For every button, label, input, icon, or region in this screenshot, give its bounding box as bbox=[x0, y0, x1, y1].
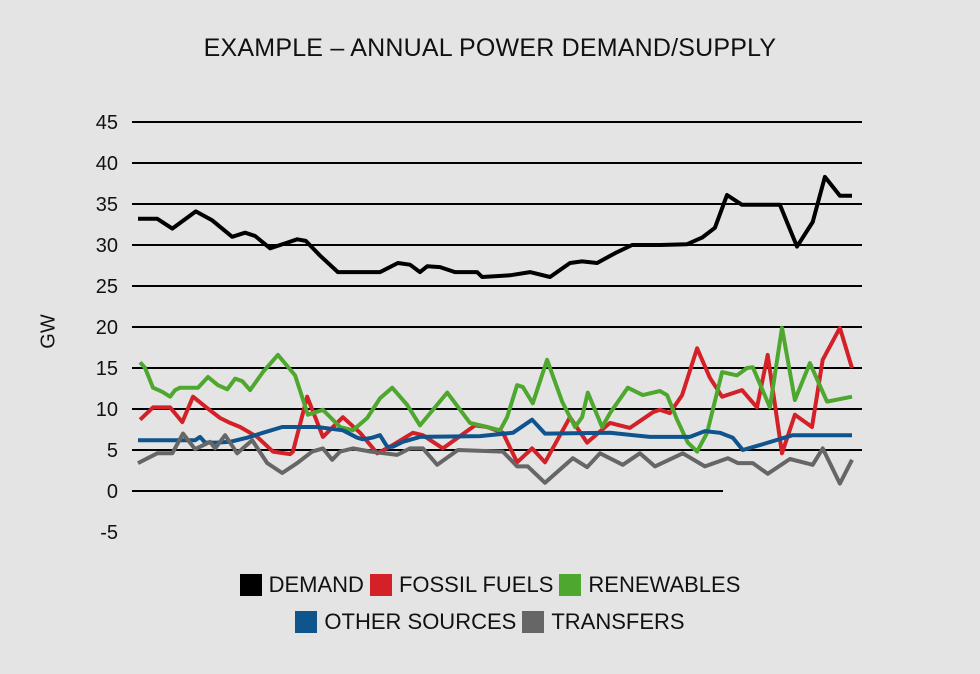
legend-swatch bbox=[295, 611, 318, 633]
legend-label: TRANSFERS bbox=[551, 609, 685, 634]
legend-label: RENEWABLES bbox=[588, 572, 741, 597]
y-tick-label: 25 bbox=[96, 276, 118, 298]
y-tick-label: 15 bbox=[96, 358, 118, 380]
y-tick-label: 20 bbox=[96, 317, 118, 339]
series-line-transfers bbox=[137, 431, 854, 486]
legend-swatch bbox=[239, 574, 262, 596]
legend-swatch bbox=[559, 574, 582, 596]
y-tick-label: 10 bbox=[96, 399, 118, 421]
legend-label: DEMAND bbox=[268, 572, 364, 597]
series-line-other-sources bbox=[138, 417, 852, 452]
legend-item: TRANSFERS bbox=[522, 609, 685, 635]
series-line-renewables bbox=[138, 325, 853, 454]
chart-title: EXAMPLE – ANNUAL POWER DEMAND/SUPPLY bbox=[203, 34, 777, 62]
legend-item: RENEWABLES bbox=[559, 572, 740, 598]
legend-item: FOSSIL FUELS bbox=[369, 572, 554, 598]
y-tick-label: 35 bbox=[96, 194, 118, 216]
legend-item: OTHER SOURCES bbox=[295, 609, 516, 635]
y-tick-label: 40 bbox=[96, 153, 118, 175]
y-tick-label: -5 bbox=[100, 522, 118, 544]
series-line-fossil-fuels bbox=[138, 325, 854, 465]
legend-label: OTHER SOURCES bbox=[324, 609, 517, 634]
legend-row-1: DEMAND FOSSIL FUELS RENEWABLES bbox=[0, 572, 980, 598]
legend-swatch bbox=[369, 574, 392, 596]
legend-item: DEMAND bbox=[239, 572, 364, 598]
y-tick-label: 30 bbox=[96, 235, 118, 257]
legend-row-2: OTHER SOURCES TRANSFERS bbox=[0, 609, 980, 635]
y-tick-label: 45 bbox=[96, 112, 118, 134]
y-tick-label: 5 bbox=[107, 440, 118, 462]
legend-swatch bbox=[522, 611, 545, 633]
series-line-demand bbox=[138, 174, 852, 279]
y-tick-label: 0 bbox=[107, 481, 118, 503]
legend-label: FOSSIL FUELS bbox=[398, 572, 554, 597]
